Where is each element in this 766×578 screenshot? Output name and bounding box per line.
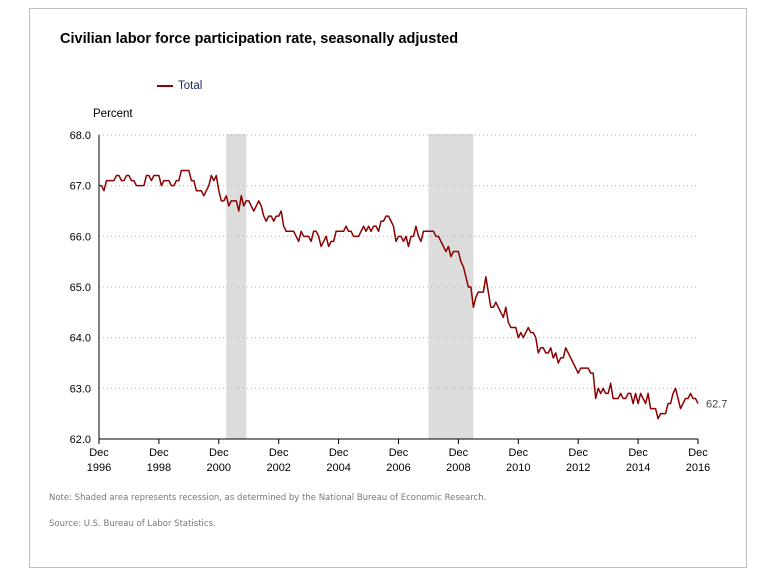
x-tick-label-month: Dec [329,447,349,459]
footnote-source: Source: U.S. Bureau of Labor Statistics. [49,519,216,529]
x-tick-label-month: Dec [449,447,469,459]
chart-frame [29,8,747,568]
x-tick-label-month: Dec [688,447,708,459]
x-tick-label-year: 2010 [506,462,530,474]
x-tick-label-month: Dec [209,447,229,459]
x-tick-label-month: Dec [389,447,409,459]
legend: Total [157,80,202,92]
y-tick-label: 68.0 [70,130,91,142]
chart-title: Civilian labor force participation rate,… [60,31,459,47]
x-tick-label-year: 2016 [686,462,710,474]
x-tick-label-year: 2012 [566,462,590,474]
legend-label-total: Total [178,80,203,92]
x-tick-label-month: Dec [568,447,588,459]
x-tick-label-year: 2000 [207,462,231,474]
x-tick-label-month: Dec [89,447,109,459]
footnote-note: Note: Shaded area represents recession, … [49,493,487,503]
x-tick-label-month: Dec [269,447,289,459]
x-tick-label-year: 2004 [326,462,350,474]
x-tick-label-year: 2014 [626,462,650,474]
y-tick-label: 62.0 [70,434,91,446]
x-tick-label-month: Dec [628,447,648,459]
recession-band-1 [226,134,247,439]
x-tick-label-year: 2008 [446,462,470,474]
x-tick-label-year: 1996 [87,462,111,474]
x-tick-label-year: 1998 [147,462,171,474]
series-line-total [99,169,699,420]
y-tick-label: 66.0 [70,231,91,243]
y-tick-label: 63.0 [70,383,91,395]
y-axis-label: Percent [93,108,133,120]
y-tick-label: 67.0 [70,181,91,193]
y-tick-label: 64.0 [70,333,91,345]
x-tick-label-year: 2006 [386,462,410,474]
y-tick-label: 65.0 [70,282,91,294]
x-tick-label-month: Dec [149,447,169,459]
x-tick-label-year: 2002 [266,462,290,474]
x-tick-label-month: Dec [509,447,529,459]
last-value-label: 62.7 [706,399,727,411]
legend-swatch [157,85,173,87]
